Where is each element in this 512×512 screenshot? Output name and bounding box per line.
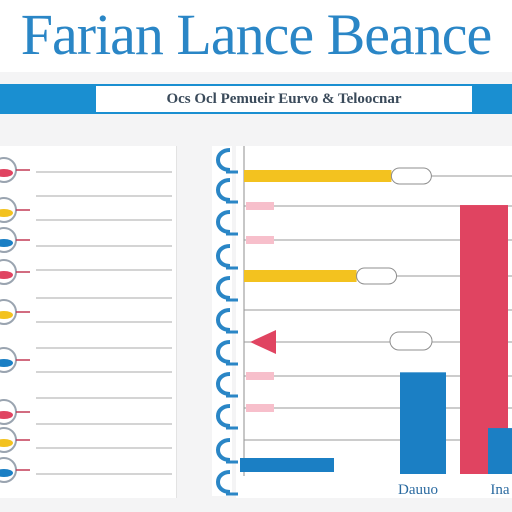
left-rows: [0, 157, 172, 483]
horizontal-bar: [244, 170, 392, 182]
axis-glyph: [216, 438, 231, 462]
bars: [240, 167, 512, 475]
flag-icon-fill: [0, 271, 13, 279]
flag-icon: [0, 259, 30, 285]
axis-glyph: [216, 210, 231, 234]
bubble-icon: [0, 427, 30, 453]
axis-glyph: [216, 308, 231, 332]
pointer-marker: [250, 330, 276, 354]
vertical-bar: [488, 428, 512, 474]
x-tick-label: Dauuo: [398, 482, 438, 498]
gauge-icon-fill: [0, 359, 13, 367]
stack-icon: [0, 227, 30, 253]
bar-end-knob: [356, 267, 398, 285]
toggle-icon: [0, 197, 30, 223]
axis-glyph: [216, 340, 231, 364]
vertical-bar: [400, 372, 446, 474]
target-icon-fill: [0, 169, 13, 177]
bubble-icon-fill: [0, 439, 13, 447]
pill-marker: [389, 331, 433, 351]
page-subtitle: Ocs Ocl Pemueir Eurvo & Teloocnar: [96, 86, 472, 112]
horizontal-bar: [244, 270, 357, 282]
page-title: Farian Lance Beance: [20, 2, 493, 67]
axis-glyph: [216, 178, 231, 202]
bubble-icon-fill: [0, 411, 13, 419]
bubble-icon: [0, 399, 30, 425]
axis-glyph: [216, 470, 231, 494]
gauge-icon: [0, 347, 30, 373]
axis-glyph: [216, 276, 231, 300]
axis-glyph: [216, 372, 231, 396]
base-bar: [240, 458, 334, 472]
toggle-icon-fill: [0, 209, 13, 217]
x-tick-label: Ina: [490, 482, 509, 498]
ring-icon: [0, 457, 30, 483]
bar-end-knob: [390, 167, 432, 185]
stack-icon-fill: [0, 239, 13, 247]
pink-marker: [246, 404, 274, 412]
ring-icon-fill: [0, 469, 13, 477]
pink-marker: [246, 372, 274, 380]
pink-marker: [246, 202, 274, 210]
target-icon: [0, 157, 30, 183]
left-axis-decor: [212, 146, 245, 496]
x-ticks: Dauuo Ina: [398, 482, 510, 498]
axis-glyph: [216, 404, 231, 428]
axis-glyph: [216, 148, 231, 172]
pill-icon: [0, 299, 30, 325]
axis-glyph: [216, 244, 231, 268]
pill-icon-fill: [0, 311, 13, 319]
pink-marker: [246, 236, 274, 244]
header: [0, 0, 512, 72]
